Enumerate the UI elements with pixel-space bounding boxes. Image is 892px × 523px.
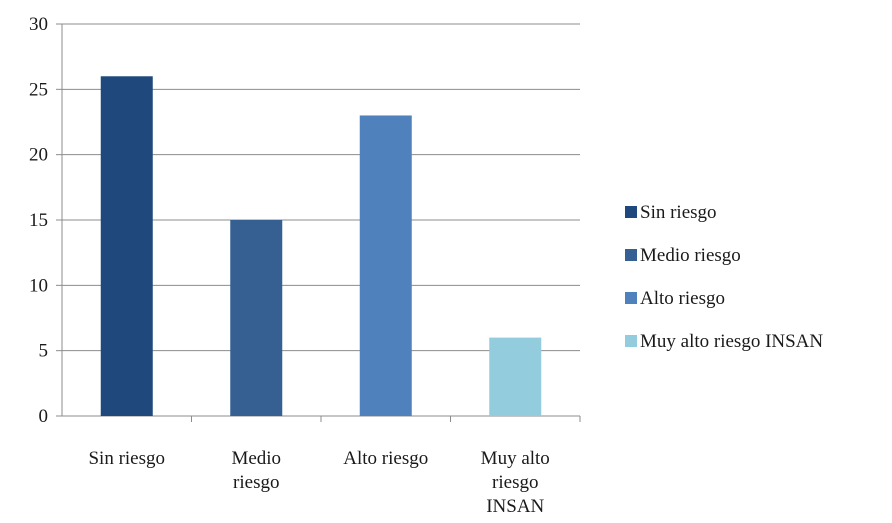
legend-label: Muy alto riesgo INSAN xyxy=(640,331,823,352)
bar xyxy=(230,220,283,416)
x-tick-label: Medio xyxy=(231,448,281,469)
bars xyxy=(100,76,542,417)
legend-swatch xyxy=(625,249,637,261)
y-tick-label: 5 xyxy=(39,341,49,362)
x-tick-label: riesgo xyxy=(492,472,538,493)
bar xyxy=(489,337,542,416)
legend-swatch xyxy=(625,292,637,304)
y-tick-label: 25 xyxy=(29,79,48,100)
y-tick-label: 20 xyxy=(29,145,48,166)
x-axis-labels: Sin riesgo Medio riesgo Alto riesgo Muy alto… xyxy=(88,448,549,517)
y-tick-label: 10 xyxy=(29,275,48,296)
y-tick-label: 30 xyxy=(29,14,48,35)
x-tick-label: riesgo xyxy=(233,472,279,493)
bar xyxy=(359,115,412,416)
y-tick-label: 15 xyxy=(29,210,48,231)
x-tick-label: INSAN xyxy=(486,496,544,517)
legend: Sin riesgo Medio riesgo Alto riesgo Muy alt… xyxy=(625,202,823,352)
x-tick-label: Muy alto xyxy=(481,448,550,469)
y-axis-ticks: 0 5 10 15 20 25 30 xyxy=(29,14,48,427)
bar xyxy=(100,76,153,417)
legend-label: Alto riesgo xyxy=(640,288,725,309)
legend-swatch xyxy=(625,206,637,218)
x-tick-label: Sin riesgo xyxy=(88,448,165,469)
legend-label: Sin riesgo xyxy=(640,202,717,223)
legend-swatch xyxy=(625,335,637,347)
x-tick-label: Alto riesgo xyxy=(343,448,428,469)
y-tick-label: 0 xyxy=(39,406,49,427)
legend-label: Medio riesgo xyxy=(640,245,741,266)
